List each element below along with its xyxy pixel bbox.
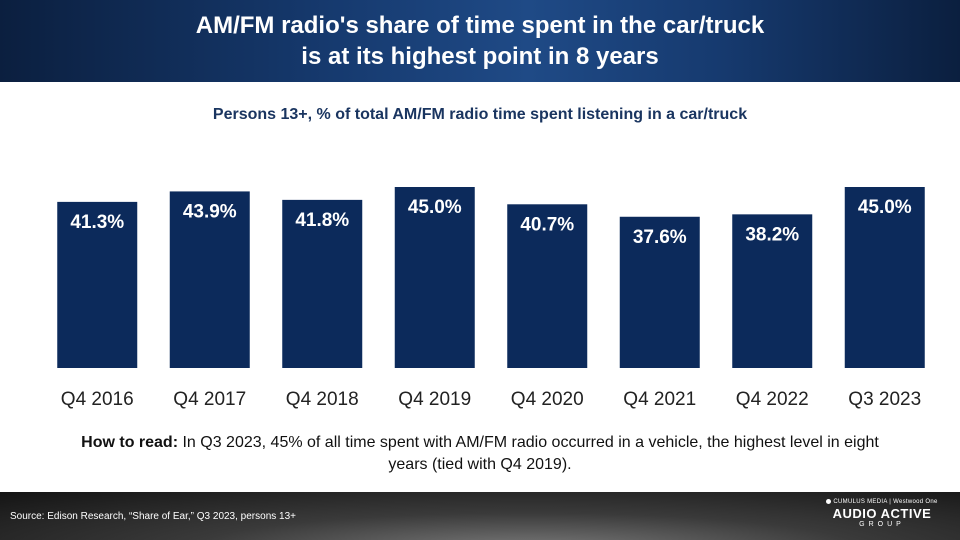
how-to-read-text: In Q3 2023, 45% of all time spent with A… bbox=[178, 434, 879, 473]
bar-q4-2021 bbox=[619, 216, 700, 368]
brand-top-text: CUMULUS MEDIA | Westwood One bbox=[833, 499, 938, 506]
brand-logo: CUMULUS MEDIA | Westwood One AUDIO ACTIV… bbox=[822, 499, 942, 528]
brand-dot-icon bbox=[826, 499, 832, 504]
brand-group: GROUP bbox=[859, 521, 905, 529]
data-label: 37.6% bbox=[633, 227, 687, 248]
data-label: 45.0% bbox=[858, 197, 912, 218]
bar-q4-2022 bbox=[732, 214, 813, 368]
data-label: 41.8% bbox=[295, 210, 349, 231]
chart-title: Persons 13+, % of total AM/FM radio time… bbox=[212, 106, 748, 123]
data-label: 45.0% bbox=[408, 197, 462, 218]
bar-q4-2017 bbox=[169, 191, 250, 368]
bar-q4-2016 bbox=[57, 201, 138, 368]
bar-q4-2019 bbox=[394, 187, 475, 368]
title-banner: AM/FM radio's share of time spent in the… bbox=[0, 0, 960, 82]
category-label: Q3 2023 bbox=[848, 389, 921, 410]
brand-top-line: CUMULUS MEDIA | Westwood One bbox=[822, 499, 942, 505]
source-note: Source: Edison Research, “Share of Ear,”… bbox=[10, 511, 296, 522]
bar-q4-2020 bbox=[507, 204, 588, 368]
category-label: Q4 2019 bbox=[398, 389, 471, 410]
category-label: Q4 2017 bbox=[173, 389, 246, 410]
category-label: Q4 2022 bbox=[736, 389, 809, 410]
how-to-read-lead: How to read: bbox=[81, 434, 179, 451]
how-to-read: How to read: In Q3 2023, 45% of all time… bbox=[60, 432, 900, 476]
category-label: Q4 2018 bbox=[286, 389, 359, 410]
data-label: 40.7% bbox=[520, 214, 574, 235]
data-label: 41.3% bbox=[70, 212, 124, 233]
category-label: Q4 2020 bbox=[511, 389, 584, 410]
category-label: Q4 2021 bbox=[623, 389, 696, 410]
bar-q4-2018 bbox=[282, 199, 363, 368]
page-title-line-2: is at its highest point in 8 years bbox=[301, 43, 659, 70]
bar-q3-2023 bbox=[844, 187, 925, 368]
category-label: Q4 2016 bbox=[61, 389, 134, 410]
data-label: 43.9% bbox=[183, 201, 237, 222]
bar-chart: 41.3% Q4 2016 43.9% Q4 2017 41.8% Q4 2018 45.0… bbox=[57, 187, 925, 410]
footer: Source: Edison Research, “Share of Ear,”… bbox=[0, 492, 960, 540]
data-label: 38.2% bbox=[745, 224, 799, 245]
page-title-line-1: AM/FM radio's share of time spent in the… bbox=[195, 12, 765, 39]
brand-main: AUDIO ACTIVE bbox=[832, 506, 932, 522]
